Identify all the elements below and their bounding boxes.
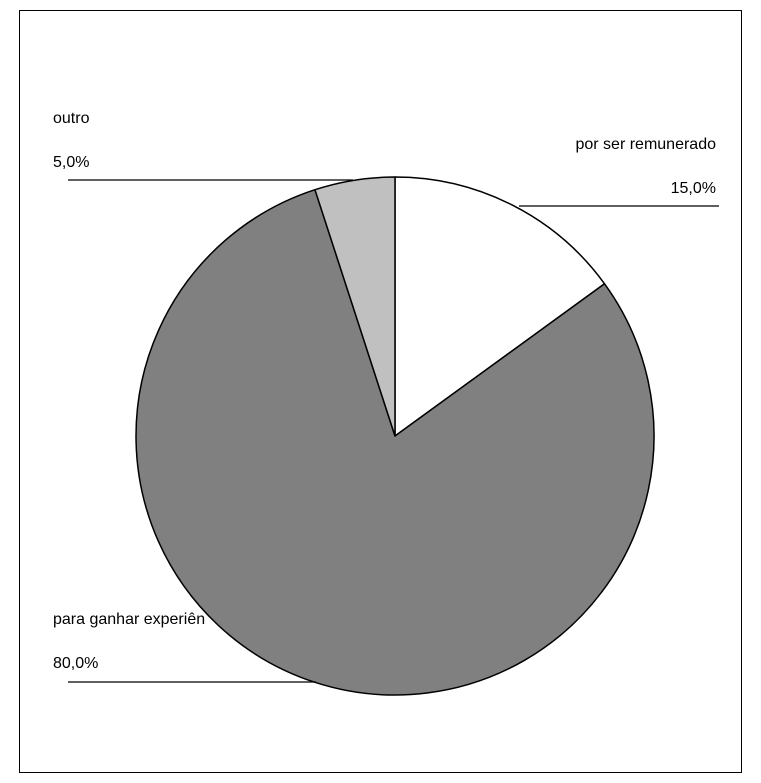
slice-value-label-0: 15,0% [671,180,716,197]
pie-slice-0 [394,176,606,437]
slice-label-2: outro [53,110,90,127]
pie-slices [135,176,655,696]
slice-label-1: para ganhar experiên [53,611,205,628]
slice-labels: por ser remunerado 15,0% para ganhar exper… [53,110,716,672]
slice-value-label-2: 5,0% [53,154,89,171]
slice-label-0: por ser remunerado [575,136,716,153]
leader-lines [68,179,719,683]
slice-value-label-1: 80,0% [53,655,98,672]
pie-slice-2 [314,176,396,437]
